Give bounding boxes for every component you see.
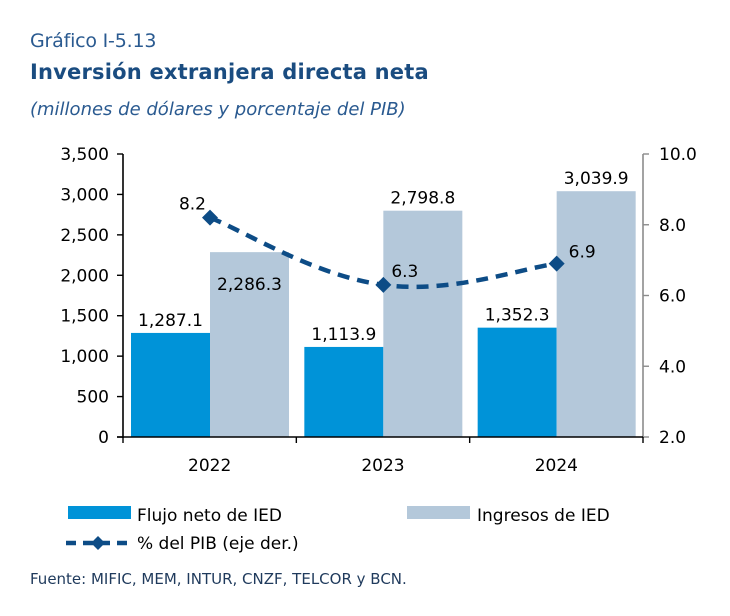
legend-swatch-flujo-neto [68,506,131,519]
bar-flujo-neto-de-ied-2023 [304,346,384,437]
right-axis-tick-label: 8.0 [659,216,686,236]
axes-layer: 0 500 1,000 1,500 2,000 2,500 3,000 3,500 2.0 4.0… [60,145,697,476]
data-label-ingresos-de-ied-2023: 2,798.8 [390,189,455,209]
data-label-flujo-neto-de-ied-2023: 1,113.9 [311,325,376,345]
chart-subtitle: (millones de dólares y porcentaje del PI… [30,99,406,120]
bars-layer [131,191,636,437]
marker-pib-2022 [202,209,218,226]
source-note: Fuente: MIFIC, MEM, INTUR, CNZF, TELCOR … [30,570,407,588]
right-axis-tick-label: 6.0 [659,287,686,307]
marker-pib-2024 [548,255,565,272]
left-axis-tick-label: 2,000 [60,266,109,286]
legend: Flujo neto de IED Ingresos de IED % del PI… [66,506,610,554]
bar-ingresos-de-ied-2024 [556,191,636,437]
bar-flujo-neto-de-ied-2024 [477,327,557,437]
right-axis-tick-label: 2.0 [659,428,686,448]
legend-swatch-ingresos [407,506,470,519]
x-axis-tick-label: 2022 [188,456,231,476]
marker-pib-2023 [375,276,392,293]
data-label-pib-2023: 6.3 [391,262,418,282]
left-axis-tick-label: 3,000 [60,185,109,205]
chart-title: Inversión extranjera directa neta [30,60,429,84]
left-axis-tick-label: 2,500 [60,226,109,246]
left-axis-tick-label: 500 [77,388,109,408]
bar-ingresos-de-ied-2022 [210,252,289,437]
bar-ingresos-de-ied-2023 [383,210,463,437]
figure-number: Gráfico I-5.13 [30,30,157,52]
data-label-pib-2024: 6.9 [569,243,596,263]
left-axis-tick-label: 1,000 [60,347,109,367]
data-labels-layer: 8.2 6.3 6.9 1,287.1 2,286.3 1,113.9 2,798.8 1,3… [138,169,629,345]
x-axis-tick-label: 2024 [535,456,578,476]
data-label-flujo-neto-de-ied-2024: 1,352.3 [485,306,550,326]
legend-label-ingresos: Ingresos de IED [477,506,610,526]
left-axis-tick-label: 0 [98,428,109,448]
legend-label-pib: % del PIB (eje der.) [137,534,299,554]
data-label-ingresos-de-ied-2024: 3,039.9 [564,169,629,189]
line-layer [202,209,565,293]
right-axis-tick-label: 10.0 [659,145,697,165]
x-axis-tick-label: 2023 [361,456,404,476]
data-label-ingresos-de-ied-2022: 2,286.3 [217,275,282,295]
left-axis-tick-label: 1,500 [60,307,109,327]
left-axis-tick-label: 3,500 [60,145,109,165]
data-label-flujo-neto-de-ied-2022: 1,287.1 [138,311,203,331]
bar-flujo-neto-de-ied-2022 [131,332,210,437]
right-axis-tick-label: 4.0 [659,357,686,377]
legend-marker-diamond-icon [91,536,105,550]
legend-label-flujo-neto: Flujo neto de IED [137,506,282,526]
data-label-pib-2022: 8.2 [179,195,206,215]
